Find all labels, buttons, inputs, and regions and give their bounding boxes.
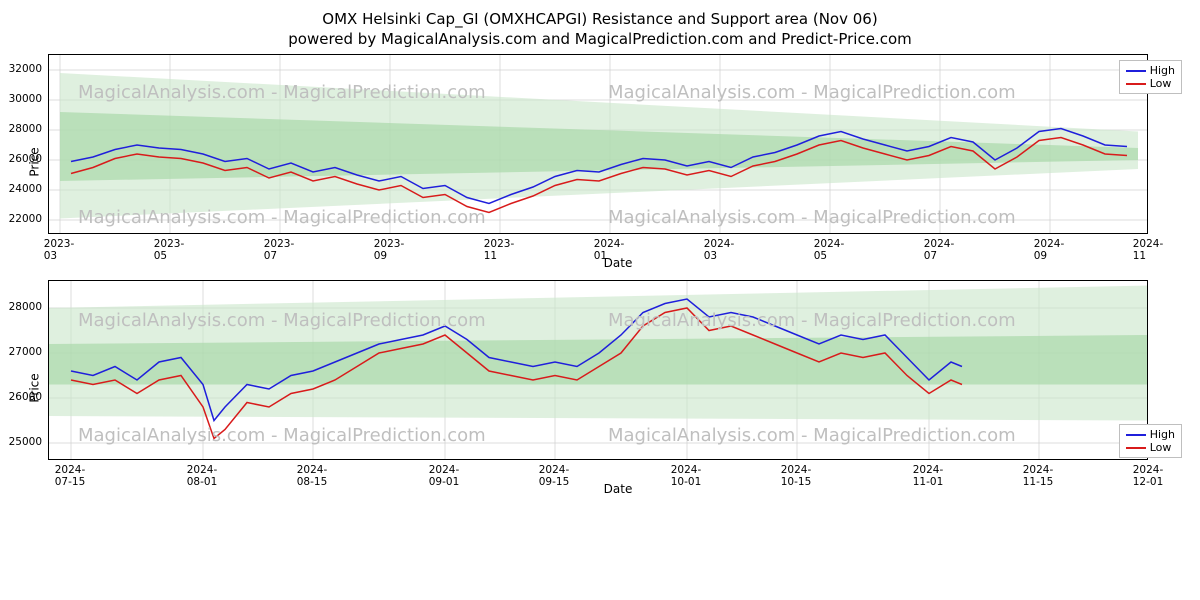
y-tick-label: 27000 xyxy=(9,346,42,358)
x-tick-label: 2024-11-15 xyxy=(1023,464,1054,488)
x-tick-label: 2023-05 xyxy=(154,238,185,262)
legend-top: High Low xyxy=(1119,60,1182,94)
x-tick-label: 2024-12-01 xyxy=(1133,464,1164,488)
subtitle: powered by MagicalAnalysis.com and Magic… xyxy=(8,30,1192,48)
y-tick-label: 32000 xyxy=(9,63,42,75)
y-tick-label: 24000 xyxy=(9,183,42,195)
x-tick-label: 2024-09 xyxy=(1034,238,1065,262)
x-tick-label: 2024-07-15 xyxy=(55,464,86,488)
x-tick-label: 2023-11 xyxy=(484,238,515,262)
x-tick-label: 2024-11-01 xyxy=(913,464,944,488)
chart-top-svg xyxy=(48,54,1148,234)
chart-top: Price 220002400026000280003000032000 202… xyxy=(48,54,1188,270)
x-tick-label: 2024-11 xyxy=(1133,238,1164,262)
x-tick-label: 2024-03 xyxy=(704,238,735,262)
x-tick-label: 2024-10-15 xyxy=(781,464,812,488)
y-tick-label: 26000 xyxy=(9,153,42,165)
x-tick-label: 2024-07 xyxy=(924,238,955,262)
x-tick-label: 2024-08-01 xyxy=(187,464,218,488)
y-tick-label: 28000 xyxy=(9,123,42,135)
x-tick-label: 2023-03 xyxy=(44,238,75,262)
x-tick-label: 2024-09-01 xyxy=(429,464,460,488)
y-tick-label: 28000 xyxy=(9,301,42,313)
legend-high-label: High xyxy=(1150,64,1175,77)
x-tick-label: 2024-10-01 xyxy=(671,464,702,488)
legend-bottom: High Low xyxy=(1119,424,1182,458)
x-tick-label: 2023-09 xyxy=(374,238,405,262)
xlabel-bottom: Date xyxy=(48,482,1188,496)
legend-low-label: Low xyxy=(1150,77,1172,90)
x-tick-label: 2024-08-15 xyxy=(297,464,328,488)
legend-high-label: High xyxy=(1150,428,1175,441)
y-tick-label: 26000 xyxy=(9,391,42,403)
x-tick-label: 2024-09-15 xyxy=(539,464,570,488)
y-tick-label: 22000 xyxy=(9,213,42,225)
x-tick-label: 2024-05 xyxy=(814,238,845,262)
x-tick-label: 2023-07 xyxy=(264,238,295,262)
main-title: OMX Helsinki Cap_GI (OMXHCAPGI) Resistan… xyxy=(8,10,1192,28)
chart-bottom: Price 25000260002700028000 2024-07-15202… xyxy=(48,280,1188,496)
x-tick-label: 2024-01 xyxy=(594,238,625,262)
legend-low-label: Low xyxy=(1150,441,1172,454)
y-tick-label: 30000 xyxy=(9,93,42,105)
chart-bottom-svg xyxy=(48,280,1148,460)
y-tick-label: 25000 xyxy=(9,436,42,448)
